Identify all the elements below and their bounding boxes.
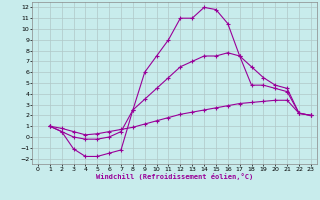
X-axis label: Windchill (Refroidissement éolien,°C): Windchill (Refroidissement éolien,°C) (96, 173, 253, 180)
